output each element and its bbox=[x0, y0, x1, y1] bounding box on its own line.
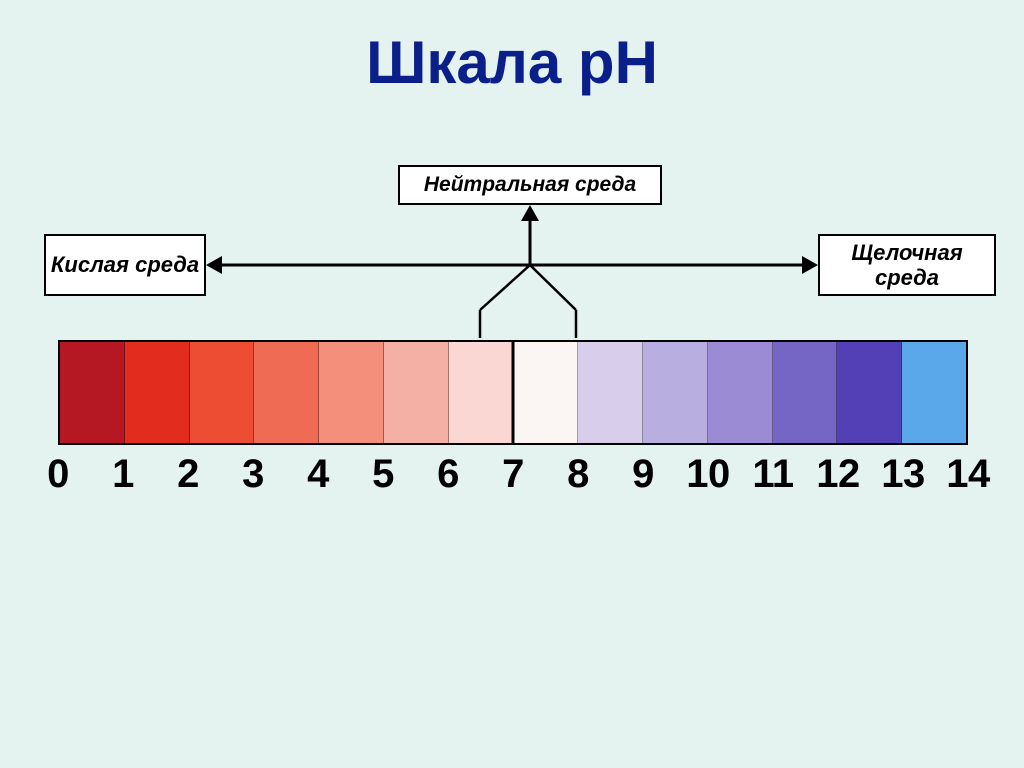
base-label-text: Щелочная среда bbox=[820, 240, 994, 291]
neutral-label-box: Нейтральная среда bbox=[398, 165, 662, 205]
ph-cell-6 bbox=[449, 342, 514, 443]
ph-tick-6: 6 bbox=[416, 452, 481, 497]
ph-tick-10: 10 bbox=[676, 452, 741, 497]
ph-tick-5: 5 bbox=[351, 452, 416, 497]
ph-tick-0: 0 bbox=[26, 452, 91, 497]
ph-tick-3: 3 bbox=[221, 452, 286, 497]
ph-cell-5 bbox=[384, 342, 449, 443]
ph-cell-3 bbox=[254, 342, 319, 443]
ph-tick-labels: 01234567891011121314 bbox=[26, 452, 1001, 497]
ph-tick-13: 13 bbox=[871, 452, 936, 497]
ph-cell-13 bbox=[902, 342, 966, 443]
ph-tick-14: 14 bbox=[936, 452, 1001, 497]
acid-label-text: Кислая среда bbox=[51, 252, 199, 277]
ph-cell-0 bbox=[60, 342, 125, 443]
ph-cell-12 bbox=[837, 342, 902, 443]
base-label-box: Щелочная среда bbox=[818, 234, 996, 296]
ph-cell-11 bbox=[773, 342, 838, 443]
ph-tick-2: 2 bbox=[156, 452, 221, 497]
ph-tick-1: 1 bbox=[91, 452, 156, 497]
ph-cell-10 bbox=[708, 342, 773, 443]
ph-tick-9: 9 bbox=[611, 452, 676, 497]
ph-tick-4: 4 bbox=[286, 452, 351, 497]
ph-tick-8: 8 bbox=[546, 452, 611, 497]
ph-cell-8 bbox=[578, 342, 643, 443]
ph-color-scale bbox=[58, 340, 968, 445]
ph-tick-11: 11 bbox=[741, 452, 806, 497]
ph-tick-12: 12 bbox=[806, 452, 871, 497]
page-title: Шкала pH bbox=[0, 28, 1024, 97]
ph-cell-1 bbox=[125, 342, 190, 443]
ph-tick-7: 7 bbox=[481, 452, 546, 497]
neutral-label-text: Нейтральная среда bbox=[424, 173, 636, 197]
acid-label-box: Кислая среда bbox=[44, 234, 206, 296]
ph-cell-9 bbox=[643, 342, 708, 443]
ph-cell-4 bbox=[319, 342, 384, 443]
ph-cell-2 bbox=[190, 342, 255, 443]
ph-cell-7 bbox=[513, 342, 578, 443]
